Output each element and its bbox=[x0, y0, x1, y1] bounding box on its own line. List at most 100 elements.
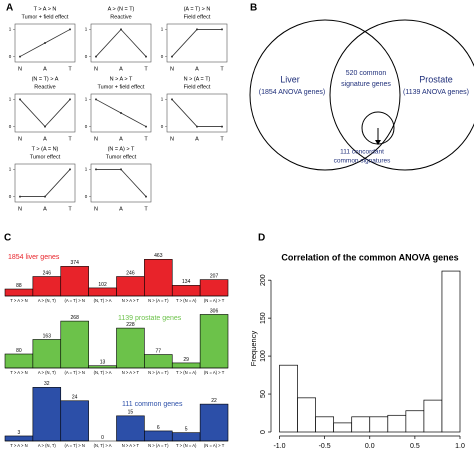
value-label: 5 bbox=[185, 426, 188, 432]
pattern-point bbox=[19, 98, 21, 101]
plot-title: (N = T) > A bbox=[32, 76, 59, 82]
plot-frame bbox=[90, 23, 152, 63]
bar bbox=[171, 285, 201, 297]
value-label: 13 bbox=[100, 360, 106, 366]
x-tick-label: 0.0 bbox=[365, 443, 375, 450]
x-tick-label: N > A > T bbox=[122, 298, 140, 303]
pattern-point bbox=[44, 125, 46, 128]
y-tick-label: 0 bbox=[85, 124, 88, 129]
bar-chart-title: 1854 liver genes bbox=[8, 254, 60, 261]
histogram-bar bbox=[351, 416, 371, 433]
x-tick-label: T > A > N bbox=[10, 370, 27, 375]
venn-label: Prostate bbox=[419, 74, 453, 84]
bar bbox=[171, 432, 201, 442]
histogram-bar bbox=[333, 422, 353, 433]
value-label: 228 bbox=[126, 322, 135, 328]
pattern-point bbox=[145, 55, 147, 58]
plot-subtitle: Field effect bbox=[184, 14, 211, 20]
pattern-point bbox=[44, 195, 46, 198]
plot-title: T > A > N bbox=[34, 6, 57, 12]
bar bbox=[4, 353, 34, 369]
pattern-point bbox=[196, 125, 198, 128]
histogram-bar bbox=[315, 416, 335, 433]
plot-frame bbox=[166, 23, 228, 63]
pattern-point bbox=[69, 28, 71, 31]
x-tick-label: A bbox=[43, 136, 47, 142]
y-tick-label: 0 bbox=[9, 194, 12, 199]
venn-circle bbox=[249, 19, 401, 171]
x-tick-label: A bbox=[43, 66, 47, 72]
plot-subtitle: Reactive bbox=[34, 84, 55, 90]
bar bbox=[4, 435, 34, 442]
x-tick-label: N bbox=[18, 206, 22, 212]
y-tick-label: 1 bbox=[85, 27, 88, 32]
value-label: 80 bbox=[16, 348, 22, 354]
chart-title: Correlation of the common ANOVA genes bbox=[281, 252, 458, 262]
pattern-point bbox=[44, 42, 46, 44]
histogram-bar bbox=[387, 414, 407, 433]
value-label: 15 bbox=[128, 410, 134, 416]
value-label: 77 bbox=[156, 348, 162, 354]
x-tick-label: A bbox=[43, 206, 47, 212]
x-tick-label: (N, T) > A bbox=[94, 370, 112, 375]
value-label: 22 bbox=[211, 398, 217, 404]
bar bbox=[116, 327, 145, 369]
value-label: 268 bbox=[71, 315, 80, 321]
x-tick-label: (N = A) > T bbox=[204, 370, 225, 375]
pattern-point bbox=[221, 28, 223, 31]
venn-arrowhead bbox=[375, 140, 381, 145]
y-tick-label: 1 bbox=[9, 167, 12, 172]
bar bbox=[60, 320, 89, 369]
venn-circle bbox=[329, 19, 474, 171]
x-tick-label: T > (N = A) bbox=[176, 298, 197, 303]
x-tick-label: T bbox=[144, 206, 148, 212]
x-tick-label: N > A > T bbox=[122, 370, 140, 375]
x-tick-label: N bbox=[170, 66, 174, 72]
value-label: 463 bbox=[154, 253, 163, 259]
x-tick-label: (A = T) > N bbox=[64, 298, 84, 303]
x-tick-label: N bbox=[94, 66, 98, 72]
x-tick-label: T bbox=[68, 136, 72, 142]
plot-frame bbox=[14, 163, 76, 203]
pattern-line bbox=[96, 169, 147, 197]
pattern-point bbox=[120, 112, 122, 114]
pattern-point bbox=[221, 125, 223, 128]
plot-subtitle: Reactive bbox=[110, 14, 131, 20]
x-tick-label: T bbox=[144, 66, 148, 72]
x-tick-label: T bbox=[144, 136, 148, 142]
x-tick-label: N > A > T bbox=[122, 443, 140, 448]
x-tick-label: A bbox=[195, 66, 199, 72]
value-label: 32 bbox=[44, 381, 50, 387]
bar bbox=[88, 365, 117, 369]
plot-frame bbox=[90, 93, 152, 133]
plot-subtitle: Tumor + field effect bbox=[98, 84, 145, 90]
value-label: 374 bbox=[71, 260, 80, 266]
pattern-point bbox=[145, 195, 147, 198]
bar bbox=[4, 288, 34, 297]
histogram-bar bbox=[279, 364, 298, 433]
y-tick-label: 1 bbox=[9, 27, 12, 32]
bar-chart-title: 111 common genes bbox=[122, 401, 183, 408]
bar bbox=[32, 339, 62, 369]
panel-label: B bbox=[250, 3, 257, 14]
y-tick-label: 200 bbox=[260, 274, 267, 286]
panel-label: C bbox=[4, 233, 11, 244]
value-label: 246 bbox=[43, 270, 52, 276]
pattern-line bbox=[19, 99, 71, 128]
x-tick-label: (A = T) > N bbox=[64, 443, 84, 448]
x-tick-label: (N = A) > T bbox=[204, 298, 225, 303]
venn-label: 111 concordant bbox=[340, 149, 384, 156]
y-tick-label: 0 bbox=[9, 124, 12, 129]
bar bbox=[32, 387, 62, 442]
y-tick-label: 50 bbox=[260, 390, 267, 398]
pattern-point bbox=[120, 168, 122, 171]
pattern-point bbox=[69, 168, 71, 171]
value-label: 207 bbox=[210, 273, 219, 279]
y-axis-label: Frequency bbox=[249, 331, 258, 367]
y-tick-label: 1 bbox=[161, 97, 164, 102]
y-tick-label: 0 bbox=[161, 54, 164, 59]
x-tick-label: A bbox=[119, 206, 123, 212]
plot-title: (A = T) > N bbox=[184, 6, 211, 12]
pattern-point bbox=[120, 28, 122, 31]
x-tick-label: 0.5 bbox=[410, 443, 420, 450]
